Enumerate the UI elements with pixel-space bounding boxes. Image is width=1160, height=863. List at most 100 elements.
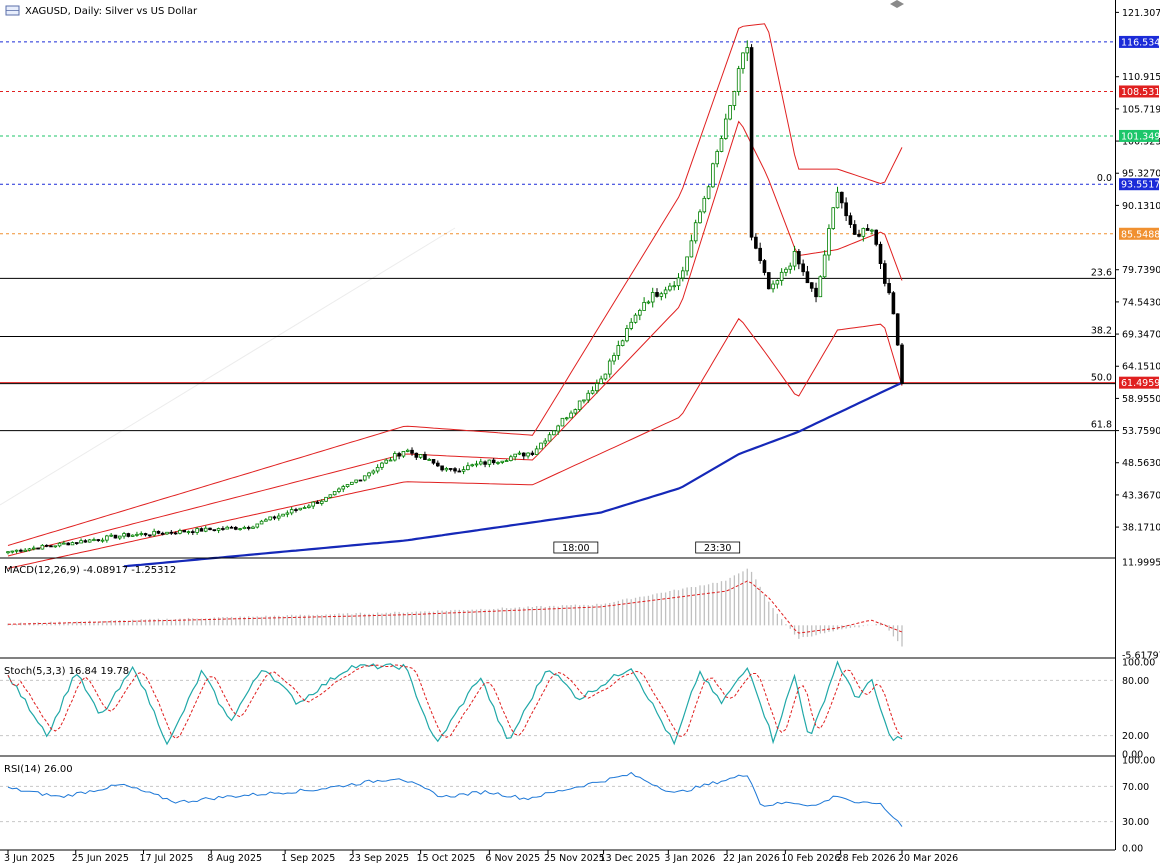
price-panel[interactable]: 0.0 23.6 38.2 50.0 61.8 18:00 23:30 — [0, 23, 1115, 569]
candle-body[interactable] — [526, 452, 530, 457]
candle-body[interactable] — [822, 254, 827, 278]
candle-body[interactable] — [732, 91, 737, 106]
candle-body[interactable] — [444, 468, 449, 471]
candle-body[interactable] — [835, 191, 840, 209]
candle-body[interactable] — [225, 526, 230, 530]
candle-body[interactable] — [784, 268, 788, 273]
candle-body[interactable] — [689, 240, 694, 258]
candle-body[interactable] — [857, 234, 861, 237]
candle-body[interactable] — [165, 531, 169, 535]
candle-body[interactable] — [749, 47, 754, 238]
candle-body[interactable] — [603, 373, 608, 380]
candle-body[interactable] — [564, 417, 569, 420]
candle-body[interactable] — [788, 265, 793, 270]
candle-body[interactable] — [504, 460, 509, 462]
candle-body[interactable] — [612, 355, 616, 362]
candle-body[interactable] — [900, 344, 904, 384]
candle-body[interactable] — [861, 228, 866, 237]
candle-body[interactable] — [152, 530, 156, 536]
candle-body[interactable] — [723, 118, 728, 139]
candle-body[interactable] — [457, 470, 462, 473]
candle-body[interactable] — [397, 453, 401, 457]
candle-body[interactable] — [375, 466, 380, 472]
candle-body[interactable] — [40, 544, 45, 550]
candle-body[interactable] — [539, 442, 543, 450]
candle-body[interactable] — [242, 526, 247, 530]
candle-body[interactable] — [840, 191, 844, 204]
candle-body[interactable] — [143, 533, 148, 536]
candle-body[interactable] — [762, 260, 767, 273]
candle-body[interactable] — [216, 528, 221, 531]
candle-body[interactable] — [672, 285, 677, 288]
candle-body[interactable] — [405, 449, 410, 452]
candle-body[interactable] — [96, 539, 101, 541]
candle-body[interactable] — [736, 68, 741, 92]
candle-body[interactable] — [328, 494, 333, 498]
candle-body[interactable] — [354, 479, 358, 483]
candle-body[interactable] — [874, 229, 879, 245]
candle-body[interactable] — [629, 321, 634, 329]
candle-body[interactable] — [31, 547, 36, 550]
candle-body[interactable] — [113, 534, 118, 539]
candle-body[interactable] — [319, 500, 324, 504]
candle-body[interactable] — [513, 453, 517, 458]
candle-body[interactable] — [582, 399, 586, 402]
candle-body[interactable] — [792, 251, 797, 267]
candle-body[interactable] — [27, 548, 32, 551]
candle-body[interactable] — [685, 256, 689, 272]
candle-body[interactable] — [745, 47, 750, 54]
candle-body[interactable] — [371, 470, 376, 474]
candle-body[interactable] — [878, 243, 883, 264]
candle-body[interactable] — [169, 531, 174, 534]
candle-body[interactable] — [620, 340, 625, 346]
candle-body[interactable] — [500, 460, 505, 463]
candle-body[interactable] — [324, 496, 328, 502]
candle-body[interactable] — [126, 533, 131, 537]
candle-body[interactable] — [44, 544, 49, 547]
candle-body[interactable] — [19, 549, 23, 552]
candle-body[interactable] — [294, 509, 298, 511]
candle-body[interactable] — [646, 301, 651, 304]
candle-body[interactable] — [470, 464, 474, 467]
candle-body[interactable] — [87, 539, 92, 543]
candle-body[interactable] — [431, 459, 436, 464]
candle-body[interactable] — [281, 513, 285, 517]
candle-body[interactable] — [487, 459, 492, 465]
candle-body[interactable] — [595, 383, 599, 392]
candle-body[interactable] — [509, 456, 513, 461]
candle-body[interactable] — [779, 271, 784, 281]
candle-body[interactable] — [870, 229, 874, 232]
candle-body[interactable] — [775, 280, 780, 285]
candle-body[interactable] — [195, 528, 199, 533]
candle-body[interactable] — [715, 151, 719, 165]
candle-body[interactable] — [805, 271, 810, 284]
candle-body[interactable] — [23, 549, 27, 552]
candle-body[interactable] — [852, 224, 857, 235]
candle-body[interactable] — [844, 202, 848, 217]
candle-body[interactable] — [57, 542, 62, 547]
candle-body[interactable] — [573, 409, 578, 414]
candle-body[interactable] — [616, 345, 621, 356]
candle-body[interactable] — [625, 328, 629, 342]
candle-body[interactable] — [130, 534, 135, 537]
candle-body[interactable] — [491, 459, 496, 464]
candle-body[interactable] — [393, 453, 397, 461]
candle-body[interactable] — [109, 534, 113, 537]
candle-body[interactable] — [414, 452, 419, 458]
candle-body[interactable] — [49, 545, 53, 548]
macd-panel[interactable] — [7, 568, 903, 647]
candle-body[interactable] — [728, 105, 732, 120]
candle-body[interactable] — [259, 520, 264, 525]
candle-body[interactable] — [423, 454, 427, 460]
candle-body[interactable] — [590, 390, 595, 394]
candle-body[interactable] — [298, 507, 303, 511]
candle-body[interactable] — [676, 277, 681, 287]
candle-body[interactable] — [517, 452, 522, 455]
candle-body[interactable] — [53, 545, 58, 548]
candle-body[interactable] — [633, 314, 638, 323]
candle-body[interactable] — [483, 461, 487, 465]
candle-body[interactable] — [556, 425, 560, 432]
candle-body[interactable] — [380, 462, 384, 468]
candle-body[interactable] — [345, 484, 350, 488]
candle-body[interactable] — [105, 535, 109, 541]
